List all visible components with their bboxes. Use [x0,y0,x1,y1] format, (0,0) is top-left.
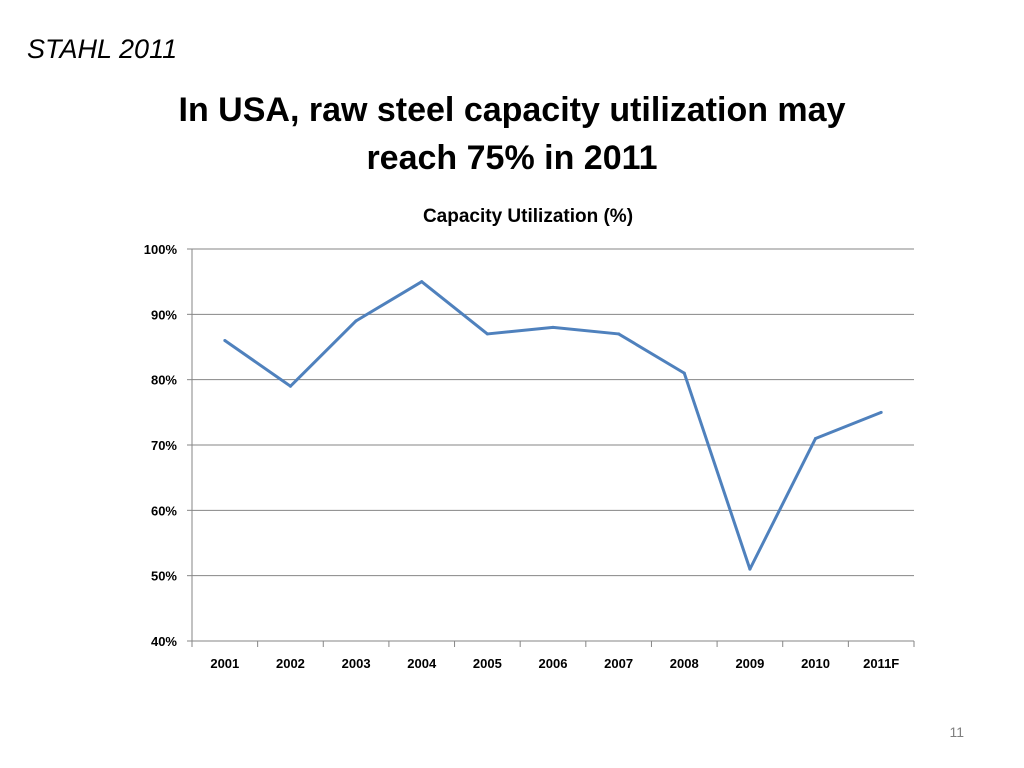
slide-title-line-2: reach 75% in 2011 [366,139,658,177]
y-tick-label: 40% [151,634,177,649]
data-point [223,338,227,342]
axes [187,248,915,647]
data-point [879,410,883,414]
x-tick-label: 2005 [473,656,502,671]
data-point [682,371,686,375]
series-layer [223,280,883,571]
y-tick-labels: 40% 50% 60% 70% 80% 90% 100% [144,242,178,649]
x-tick-label: 2008 [670,656,699,671]
slide-title: In USA, raw steel capacity utilization m… [112,86,912,182]
y-tick-label: 100% [144,242,178,257]
y-tick-label: 80% [151,373,177,388]
x-tick-label: 2010 [801,656,830,671]
x-tick-label: 2007 [604,656,633,671]
chart-title: Capacity Utilization (%) [423,206,633,227]
data-point [617,332,621,336]
series-line [223,280,882,571]
data-point [551,325,555,329]
gridlines [192,248,914,642]
page-number: 11 [949,724,964,740]
y-tick-label: 70% [151,438,177,453]
x-tick-labels: 2001 2002 2003 2004 2005 2006 2007 2008 2009 2010… [210,656,899,671]
event-label: STAHL 2011 [27,34,178,64]
x-tick-label: 2004 [407,656,437,671]
slide-title-line-1: In USA, raw steel capacity utilization m… [178,91,846,129]
y-tick-label: 50% [151,569,177,584]
x-tick-label: 2003 [342,656,371,671]
data-point [814,436,818,440]
data-point [288,384,292,388]
data-point [354,319,358,323]
y-tick-label: 60% [151,503,177,518]
data-point [420,280,424,284]
x-tick-label: 2006 [539,656,568,671]
y-tick-label: 90% [151,307,177,322]
x-tick-label: 2011F [863,656,899,671]
data-point [485,332,489,336]
x-tick-label: 2009 [735,656,764,671]
x-tick-label: 2002 [276,656,305,671]
x-tick-label: 2001 [210,656,239,671]
data-point [748,567,752,571]
